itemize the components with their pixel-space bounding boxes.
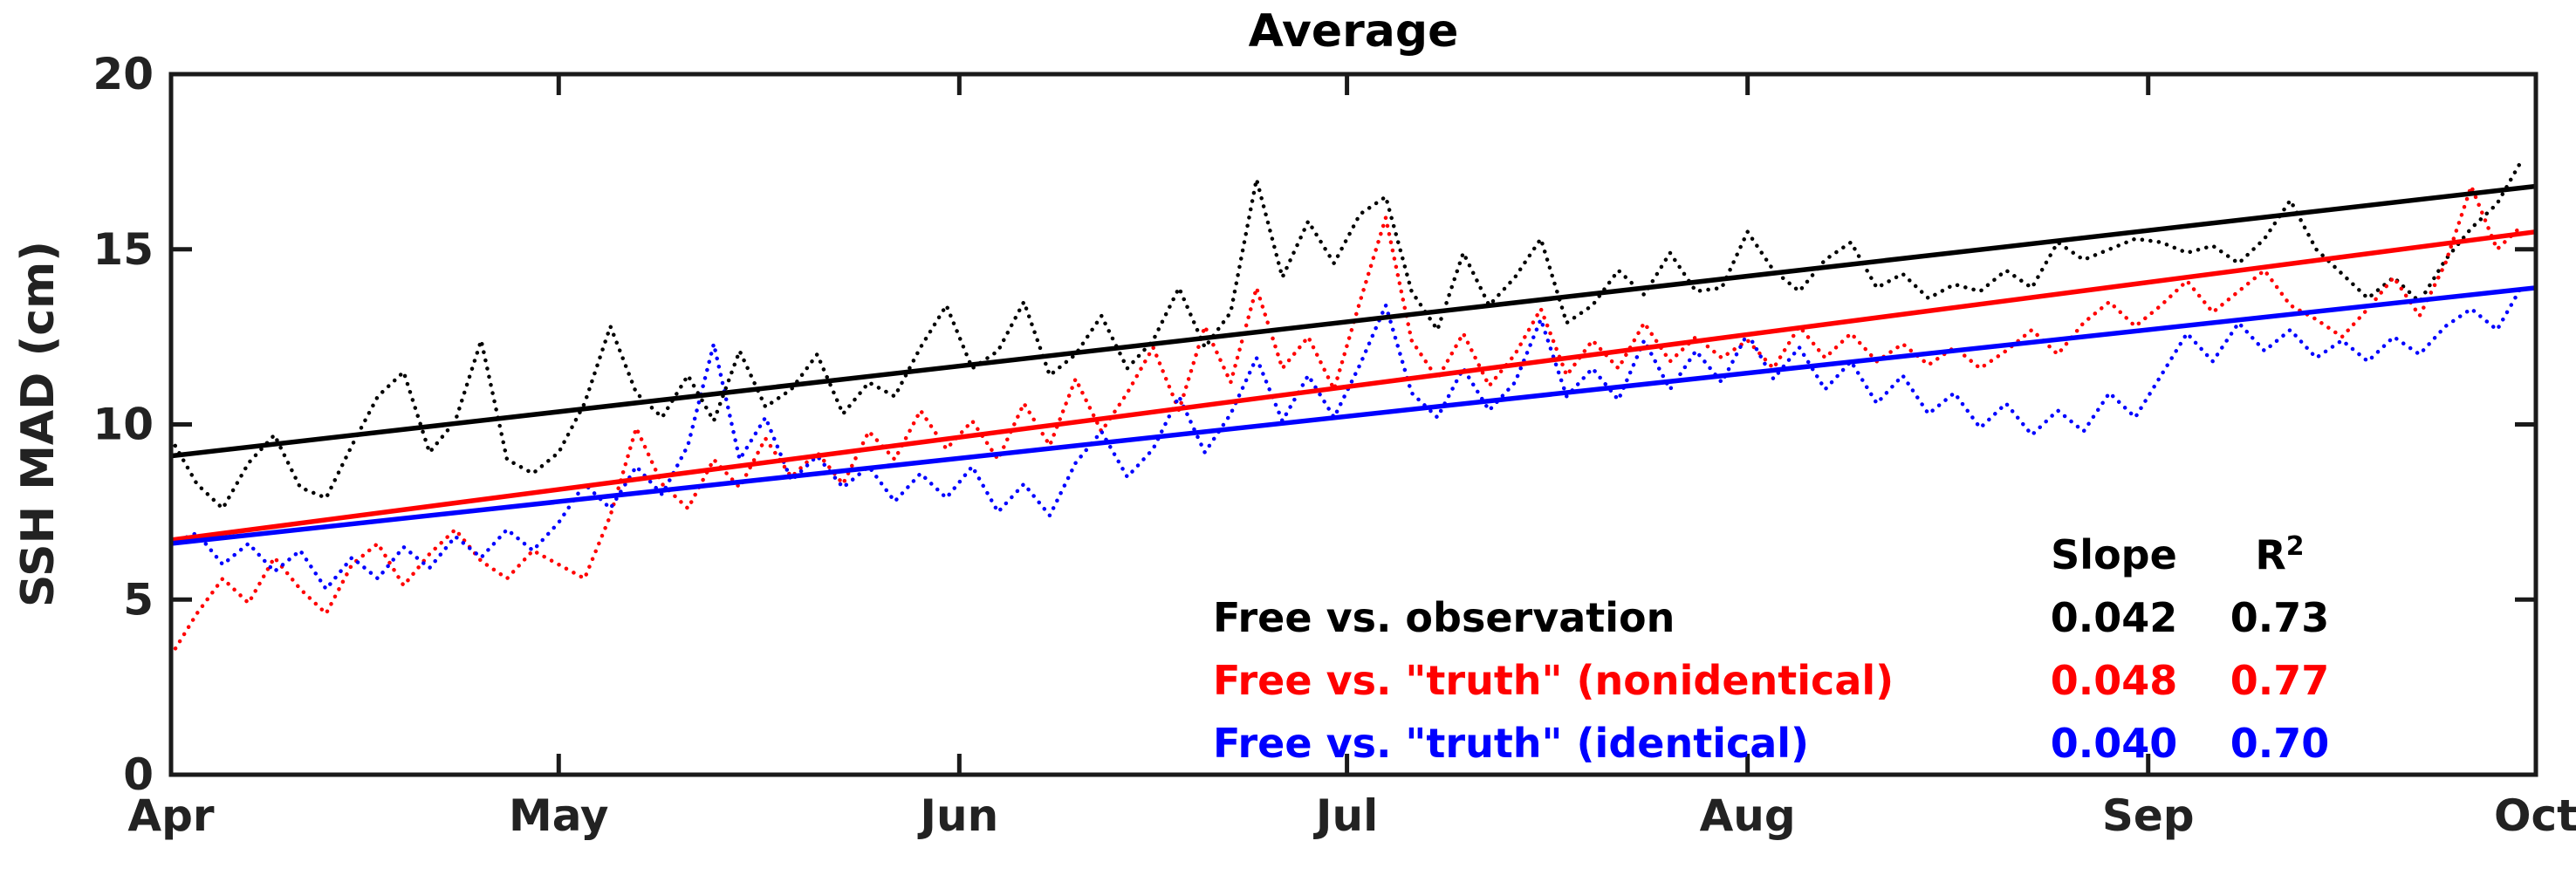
x-tick-label-Jul: Jul	[1313, 790, 1378, 841]
trend-identical	[170, 285, 2537, 546]
series-free-vs-truth-nonidentical	[168, 184, 2525, 658]
legend-slope-nonidentical: 0.048	[2050, 657, 2178, 704]
legend-header-slope: Slope	[2051, 531, 2177, 578]
x-tick-label-Jun: Jun	[917, 790, 998, 841]
legend-header-r2-base: R	[2255, 531, 2286, 579]
y-tick-label-20: 20	[92, 49, 154, 99]
trend-observation	[170, 183, 2537, 459]
legend-label-nonidentical: Free vs. "truth" (nonidentical)	[1213, 657, 1894, 704]
legend-header-r2: R2	[2199, 531, 2360, 578]
legend-slope-observation: 0.042	[2050, 594, 2178, 641]
y-tick-label-0: 0	[123, 749, 154, 800]
x-tick-label-Apr: Apr	[127, 790, 214, 841]
legend-slope-identical: 0.040	[2050, 720, 2178, 767]
series-free-vs-truth-identical	[168, 282, 2525, 591]
x-tick-label-Oct: Oct	[2494, 790, 2576, 841]
legend-table: Slope R2 Free vs. observation 0.042 0.73…	[1213, 523, 2360, 775]
y-tick-label-15: 15	[92, 224, 154, 275]
legend-label-observation: Free vs. observation	[1213, 594, 1675, 641]
y-tick-label-10: 10	[92, 400, 154, 450]
series-free-vs-observation	[168, 156, 2525, 511]
trend-nonidentical	[170, 229, 2537, 543]
x-tick-label-Sep: Sep	[2102, 790, 2195, 841]
legend-label-identical: Free vs. "truth" (identical)	[1213, 720, 1810, 767]
chart-title: Average	[1248, 5, 1459, 58]
legend-r2-identical: 0.70	[2230, 720, 2330, 767]
x-tick-label-May: May	[509, 790, 609, 841]
x-tick-label-Aug: Aug	[1700, 790, 1796, 841]
y-tick-label-5: 5	[123, 574, 154, 625]
legend-header-r2-sup: 2	[2285, 530, 2305, 562]
legend-r2-nonidentical: 0.77	[2230, 657, 2330, 704]
legend-r2-observation: 0.73	[2230, 594, 2330, 641]
